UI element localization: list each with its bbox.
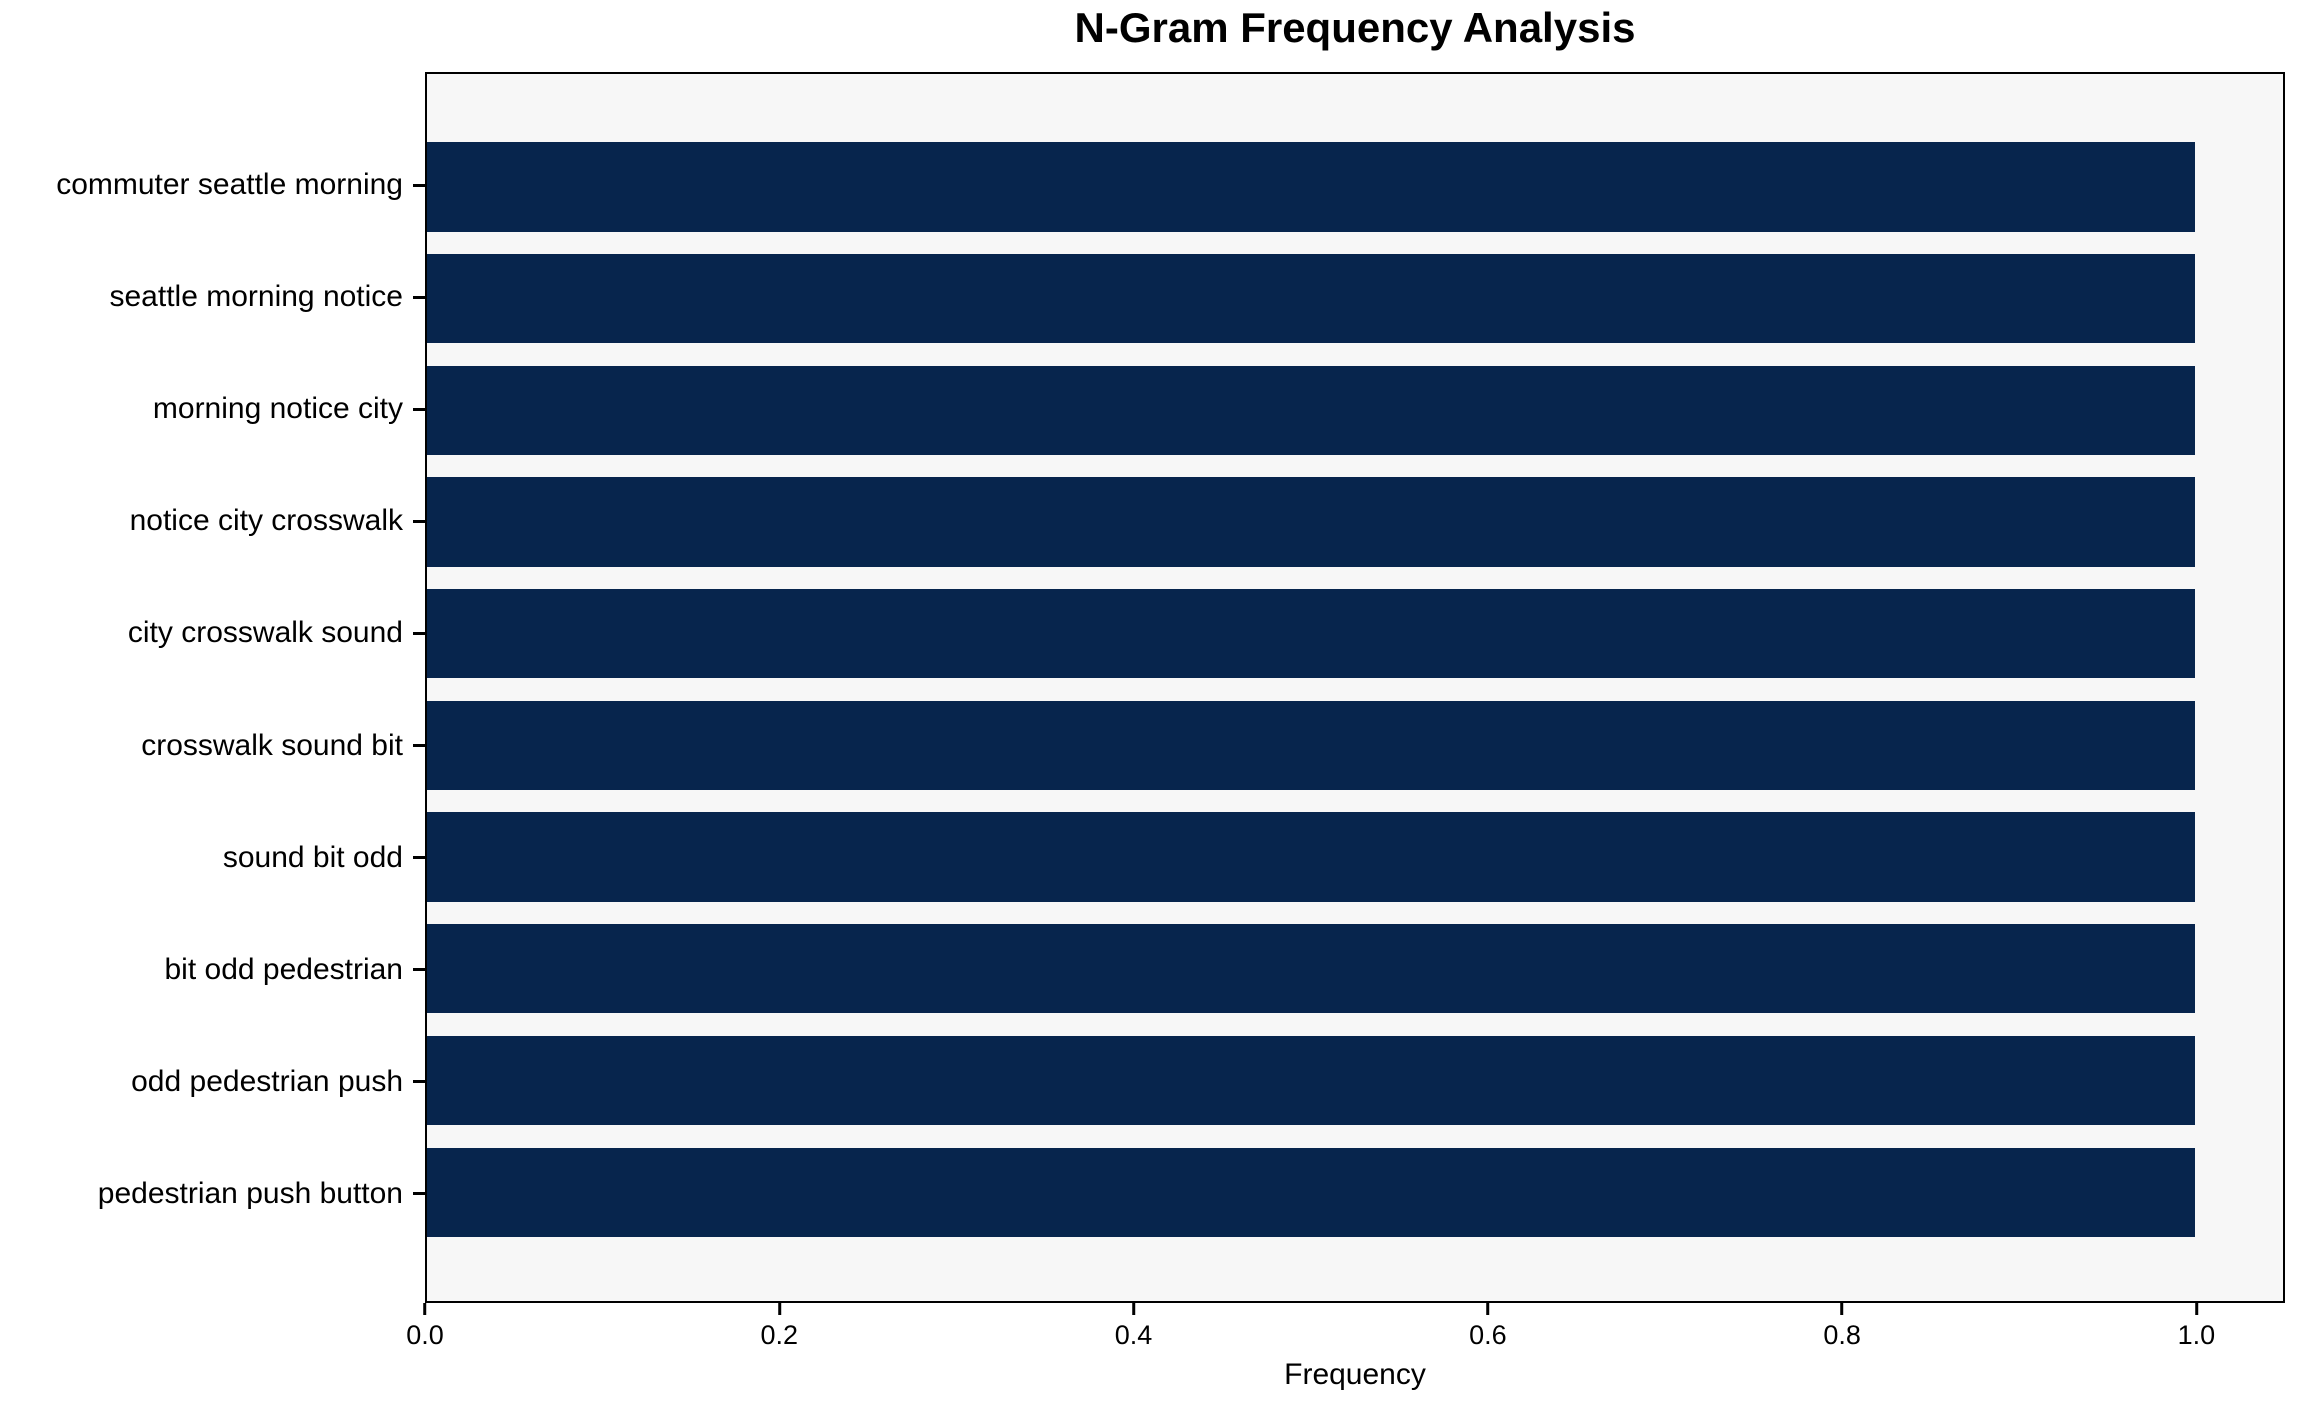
bar-row (427, 243, 2283, 355)
y-tick-row: odd pedestrian push (0, 1026, 425, 1138)
y-tick-label: sound bit odd (222, 840, 403, 874)
frequency-bar (427, 700, 2195, 791)
x-tick: 0.0 (406, 1303, 444, 1351)
frequency-bar (427, 588, 2195, 679)
y-tick-label: notice city crosswalk (129, 504, 403, 538)
x-tick-mark (1486, 1303, 1490, 1315)
x-tick: 0.4 (1114, 1303, 1153, 1351)
x-tick-mark (2194, 1303, 2198, 1315)
bar-row (427, 354, 2283, 466)
y-tick-mark (413, 1080, 425, 1084)
y-tick-label: bit odd pedestrian (164, 952, 403, 986)
x-tick-label: 0.4 (1114, 1320, 1153, 1350)
y-tick-row: seattle morning notice (0, 241, 425, 353)
x-tick-label: 0.0 (406, 1320, 444, 1350)
x-tick-label: 1.0 (2177, 1320, 2216, 1350)
y-tick-label: commuter seattle morning (56, 168, 403, 202)
y-tick-mark (413, 968, 425, 972)
y-tick-label: odd pedestrian push (131, 1064, 403, 1098)
y-tick-row: notice city crosswalk (0, 465, 425, 577)
y-tick-mark (413, 1192, 425, 1196)
y-axis-labels: commuter seattle morning seattle morning … (0, 72, 425, 1303)
frequency-bar (427, 1035, 2195, 1126)
frequency-bar (427, 812, 2195, 902)
chart-title: N-Gram Frequency Analysis (1074, 4, 1636, 51)
y-tick-row: morning notice city (0, 353, 425, 465)
y-tick-mark (413, 519, 425, 523)
y-tick-row: sound bit odd (0, 802, 425, 914)
x-tick: 1.0 (2177, 1303, 2216, 1351)
x-tick-mark (777, 1303, 781, 1315)
bar-row (427, 466, 2283, 578)
frequency-bar (427, 365, 2195, 455)
frequency-bar (427, 253, 2195, 344)
y-tick-mark (413, 183, 425, 187)
bar-row (427, 578, 2283, 690)
x-tick-mark (1840, 1303, 1844, 1315)
bar-row (427, 801, 2283, 913)
bar-row (427, 1136, 2283, 1248)
x-tick: 0.2 (760, 1303, 799, 1351)
y-tick-mark (413, 744, 425, 748)
x-tick-mark (423, 1303, 427, 1315)
y-tick-row: commuter seattle morning (0, 129, 425, 241)
bar-row (427, 913, 2283, 1025)
y-tick-mark (413, 407, 425, 411)
x-tick: 0.6 (1469, 1303, 1507, 1351)
plot-area (425, 72, 2285, 1303)
x-axis-ticks: 0.0 0.2 0.4 0.6 0.8 1.0 (406, 1303, 2285, 1363)
y-tick-mark (413, 856, 425, 860)
y-tick-row: pedestrian push button (0, 1138, 425, 1250)
bar-row (427, 131, 2283, 243)
y-tick-row: city crosswalk sound (0, 577, 425, 689)
frequency-bar (427, 924, 2195, 1014)
x-tick-label: 0.6 (1469, 1320, 1507, 1350)
frequency-bar (427, 142, 2195, 232)
y-tick-row: bit odd pedestrian (0, 914, 425, 1026)
x-tick-label: 0.2 (760, 1320, 799, 1350)
x-axis-label: Frequency (1284, 1358, 1426, 1391)
y-tick-label: crosswalk sound bit (141, 728, 403, 762)
frequency-bar (427, 477, 2195, 567)
y-tick-label: pedestrian push button (97, 1176, 403, 1210)
x-tick-label: 0.8 (1823, 1320, 1861, 1350)
y-tick-label: morning notice city (152, 392, 403, 426)
frequency-bar (427, 1147, 2195, 1237)
y-tick-mark (413, 295, 425, 299)
y-tick-row: crosswalk sound bit (0, 689, 425, 801)
y-tick-label: city crosswalk sound (127, 616, 403, 650)
x-tick: 0.8 (1823, 1303, 1861, 1351)
x-tick-mark (1132, 1303, 1136, 1315)
y-tick-mark (413, 631, 425, 635)
bar-row (427, 1025, 2283, 1137)
y-tick-label: seattle morning notice (109, 280, 404, 314)
bar-row (427, 690, 2283, 802)
